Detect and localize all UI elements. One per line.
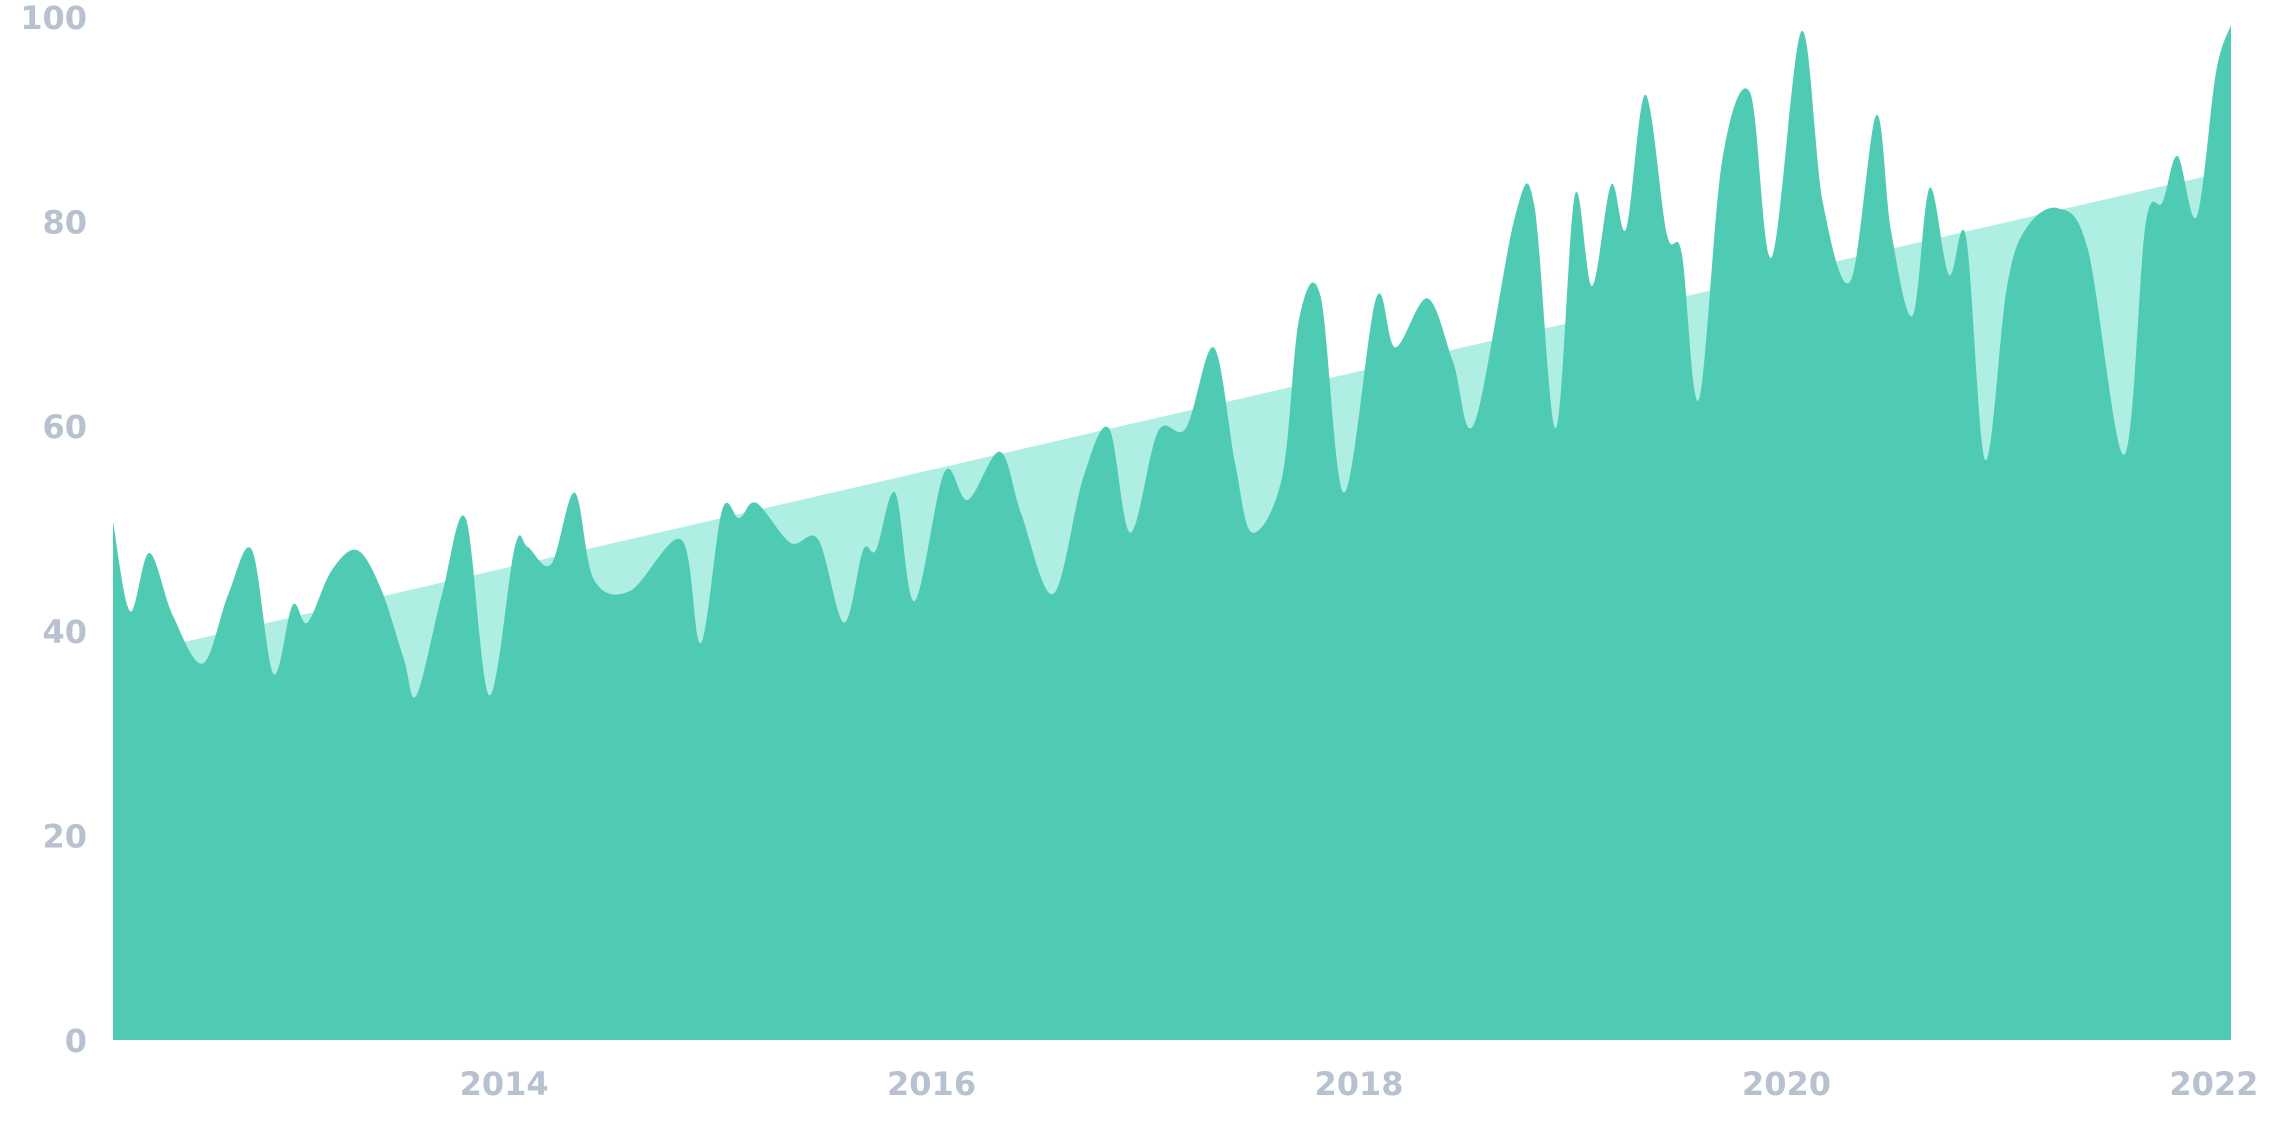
y-tick-label: 100	[20, 0, 87, 37]
y-tick-label: 20	[42, 817, 87, 855]
y-tick-label: 40	[42, 613, 87, 651]
y-tick-label: 80	[42, 204, 87, 242]
y-tick-label: 60	[42, 408, 87, 446]
x-tick-label: 2016	[887, 1065, 976, 1103]
area	[113, 25, 2231, 1040]
x-tick-label: 2018	[1314, 1065, 1403, 1103]
y-tick-label: 0	[65, 1022, 87, 1060]
x-tick-label: 2022	[2169, 1065, 2258, 1103]
x-tick-label: 2014	[460, 1065, 549, 1103]
x-tick-label: 2020	[1742, 1065, 1831, 1103]
